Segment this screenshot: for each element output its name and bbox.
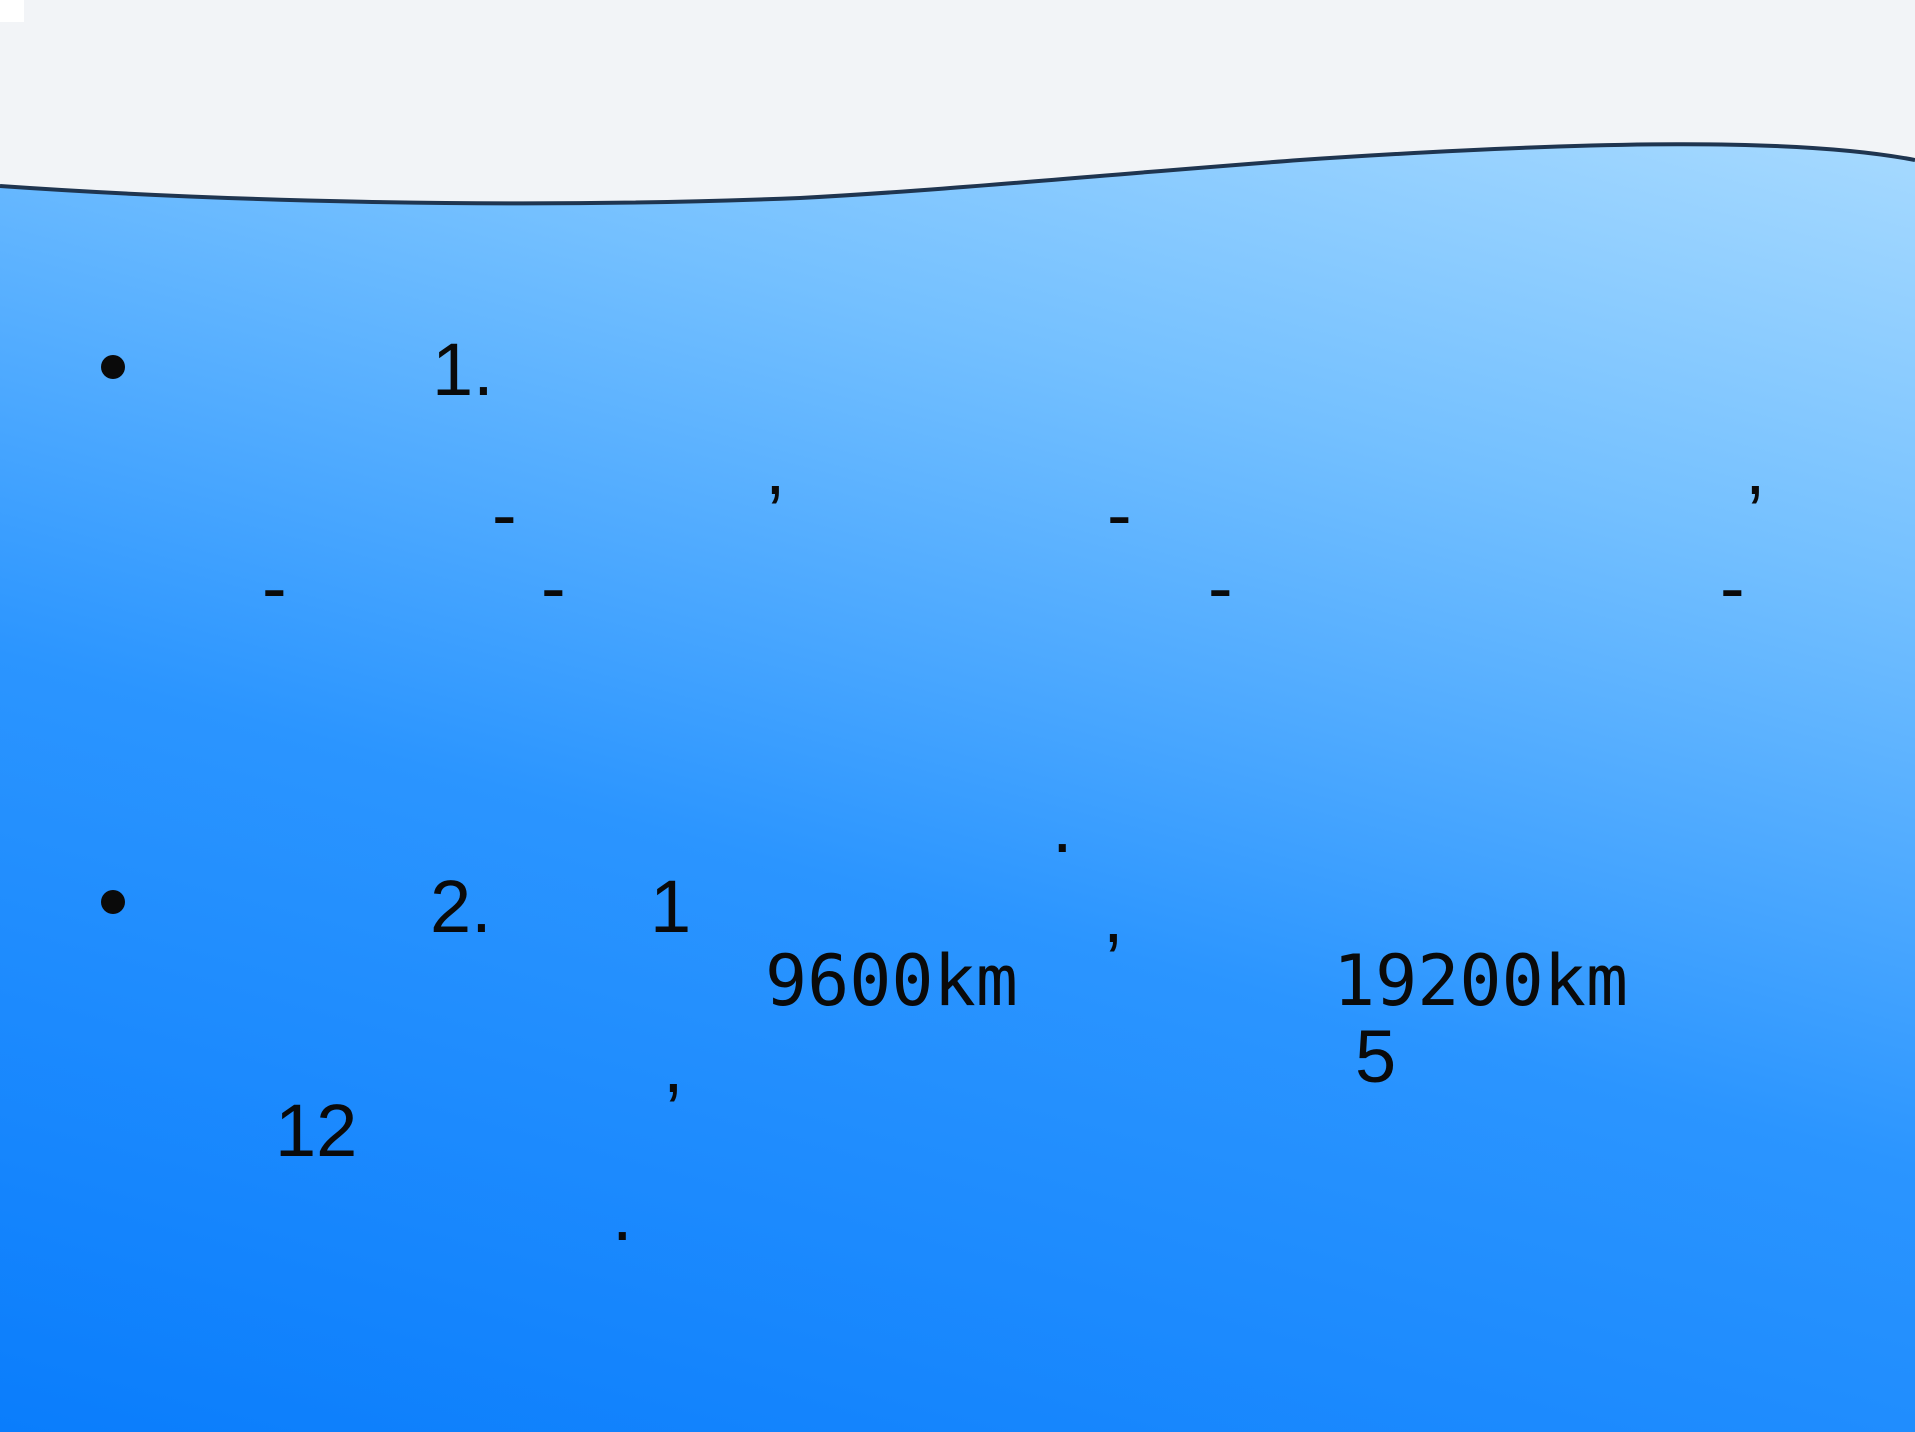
item-1-dash-d: - (541, 546, 566, 629)
item-2-num-5: 5 (1355, 1015, 1397, 1098)
item-2-num-1: 1 (650, 865, 692, 948)
item-1-period: . (1052, 785, 1073, 868)
item-2-num-12: 12 (275, 1089, 358, 1172)
item-1-dash-e: - (1208, 546, 1233, 629)
item-2-number: 2. (430, 865, 492, 948)
item-1-dash-b: - (1107, 473, 1132, 556)
item-1-comma-a: , (765, 427, 786, 510)
item-1-dash-c: - (262, 546, 287, 629)
item-1-dash-a: - (492, 473, 517, 556)
bullet-1 (101, 355, 125, 379)
bullet-2 (101, 890, 125, 914)
item-1-number: 1. (432, 328, 494, 411)
item-2-distance-b: 19200km (1333, 940, 1629, 1022)
corner-mark (0, 0, 24, 22)
header-wave (0, 0, 1915, 206)
item-2-distance-a: 9600km (765, 940, 1018, 1022)
item-2-comma-a: , (1103, 875, 1124, 958)
item-1-dash-f: - (1720, 546, 1745, 629)
item-2-comma-b: , (663, 1025, 684, 1108)
item-1-comma-b: , (1745, 427, 1766, 510)
item-2-period: . (612, 1173, 633, 1256)
